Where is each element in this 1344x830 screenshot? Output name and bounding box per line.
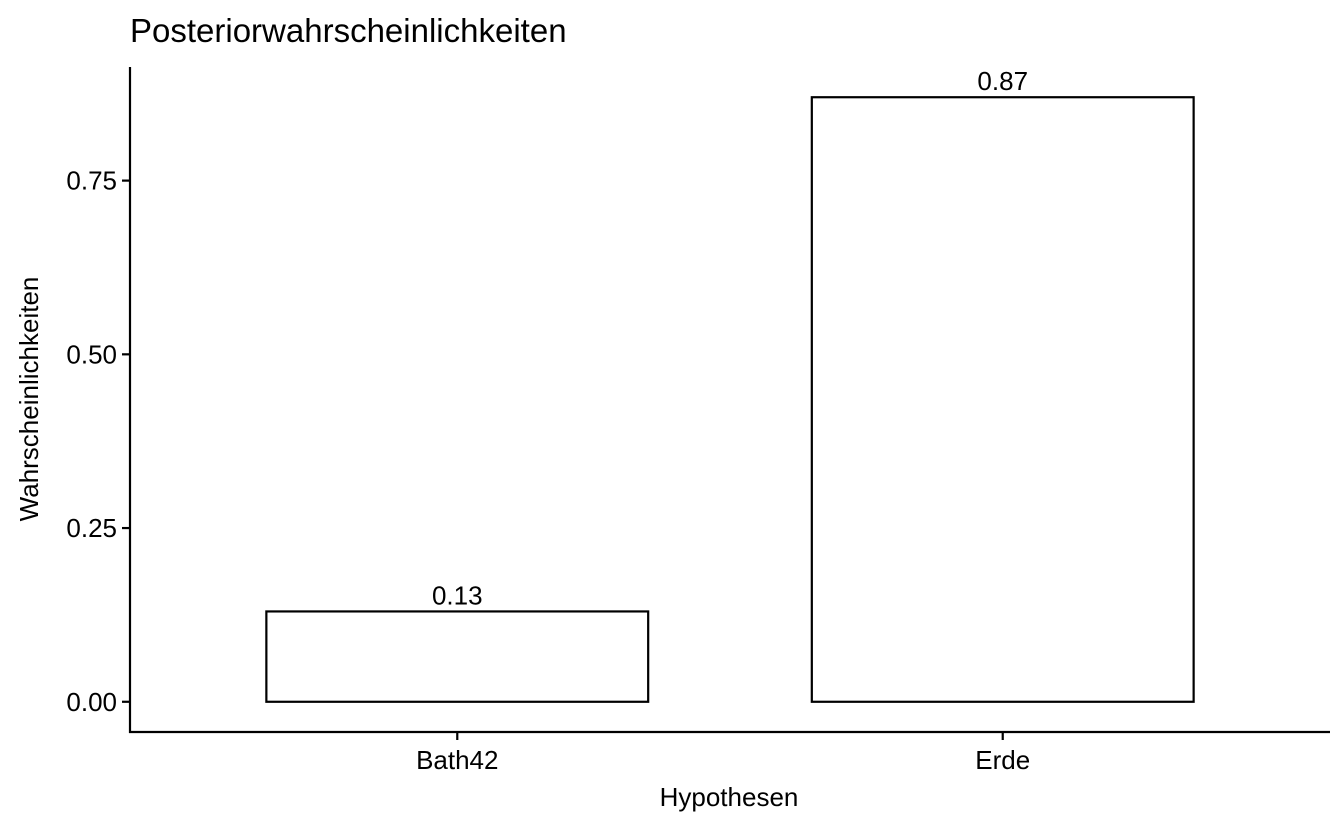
y-tick-label-1: 0.25 bbox=[66, 513, 117, 543]
x-axis-title: Hypothesen bbox=[660, 782, 799, 812]
bar-bath42 bbox=[265, 610, 650, 703]
y-tick-label-0: 0.00 bbox=[66, 687, 117, 717]
bars-group bbox=[265, 96, 1195, 703]
data-labels-group: 0.13 0.87 bbox=[432, 66, 1028, 610]
data-label-bath42: 0.13 bbox=[432, 580, 483, 610]
x-tick-label-bath42: Bath42 bbox=[416, 745, 498, 775]
chart-title: Posteriorwahrscheinlichkeiten bbox=[130, 12, 567, 49]
y-axis-title: Wahrscheinlichkeiten bbox=[14, 277, 44, 522]
x-axis-ticks: Bath42 Erde bbox=[416, 732, 1030, 775]
y-tick-label-3: 0.75 bbox=[66, 166, 117, 196]
data-label-erde: 0.87 bbox=[977, 66, 1028, 96]
y-axis-ticks: 0.00 0.25 0.50 0.75 bbox=[66, 166, 130, 717]
y-tick-label-2: 0.50 bbox=[66, 339, 117, 369]
x-tick-label-erde: Erde bbox=[975, 745, 1030, 775]
bar-erde bbox=[810, 96, 1195, 703]
